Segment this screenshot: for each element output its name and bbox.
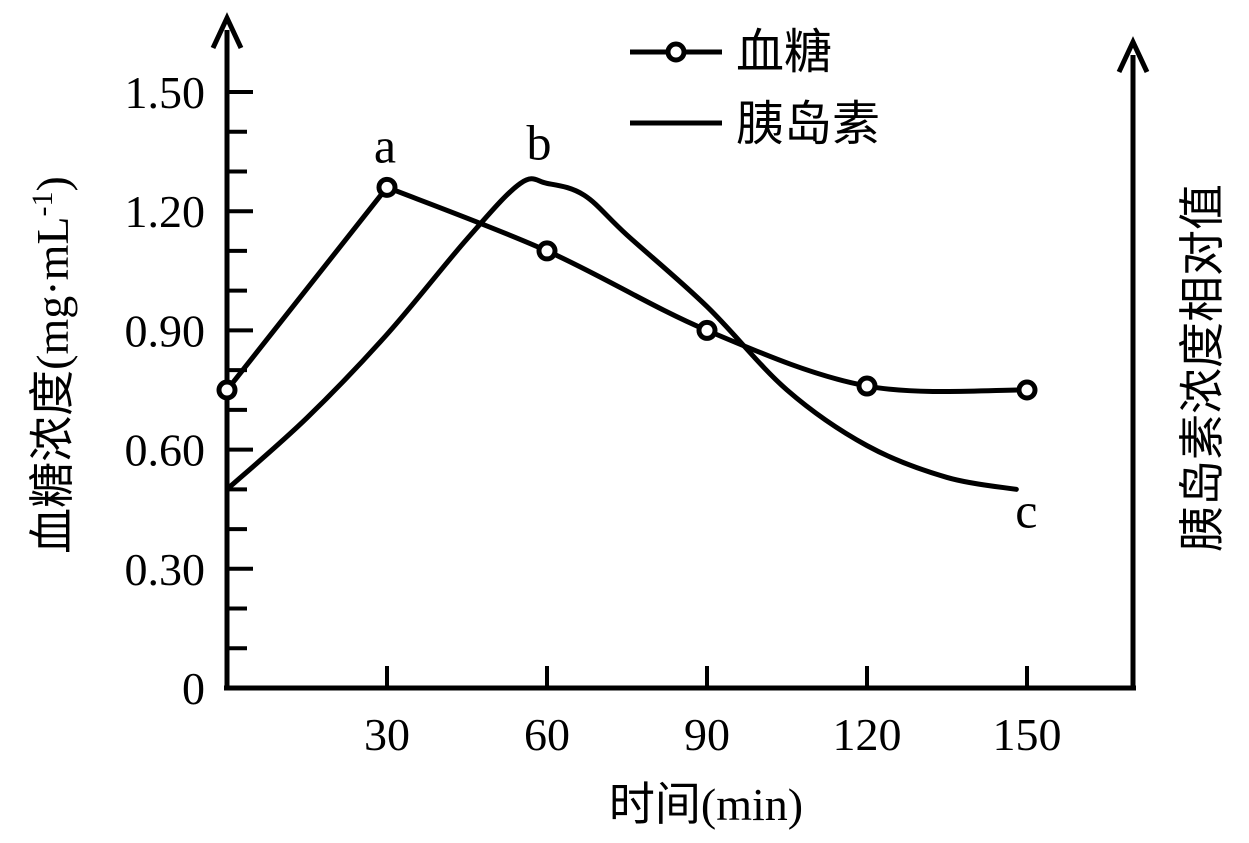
y-axis-label-left-superscript: -1: [26, 192, 59, 217]
legend-swatch-marker-glucose: [665, 41, 687, 63]
x-tick-label: 60: [524, 709, 570, 760]
data-point-glucose: [1016, 379, 1038, 401]
legend: 血糖 胰岛素: [630, 26, 880, 151]
y-axis-left-arrow: [210, 12, 244, 50]
series-group: [216, 176, 1038, 492]
axes-group: [210, 12, 1150, 691]
x-tick-label: 150: [993, 709, 1062, 760]
data-point-glucose: [696, 319, 718, 341]
data-point-glucose: [216, 379, 238, 401]
data-point-glucose: [856, 375, 878, 397]
y-tick-label: 0.60: [125, 425, 206, 476]
y-tick-label: 1.20: [125, 186, 206, 237]
series-line-glucose: [225, 184, 1028, 395]
y-axis-label-left-main: 血糖浓度(mg·mL: [27, 217, 78, 554]
annotations-group: a b c: [374, 114, 1038, 538]
series-line-insulin: [224, 176, 1019, 492]
y-axis-right-arrow: [1116, 36, 1150, 74]
ticks-group: 0 0.30 0.60 0.90 1.20 1.50 30 60 90 120 150: [125, 67, 1062, 760]
x-tick-label: 120: [833, 709, 902, 760]
data-point-glucose: [376, 176, 398, 198]
x-tick-label: 90: [684, 709, 730, 760]
data-point-glucose: [536, 240, 558, 262]
y-tick-label: 1.50: [125, 67, 206, 118]
y-tick-label: 0.90: [125, 305, 206, 356]
y-axis-label-left-close: ): [27, 176, 78, 191]
annotation-label-c: c: [1015, 482, 1037, 538]
y-tick-label: 0.30: [125, 544, 206, 595]
legend-label-glucose: 血糖: [736, 26, 832, 79]
annotation-label-a: a: [374, 117, 396, 173]
y-axis-label-right: 胰岛素浓度相对值: [1177, 184, 1228, 552]
legend-label-insulin: 胰岛素: [736, 98, 880, 151]
y-tick-label: 0: [182, 663, 205, 714]
annotation-label-b: b: [527, 114, 552, 170]
y-axis-label-left: 血糖浓度(mg·mL-1): [26, 176, 78, 554]
x-axis-label: 时间(min): [609, 779, 803, 830]
x-tick-label: 30: [364, 709, 410, 760]
